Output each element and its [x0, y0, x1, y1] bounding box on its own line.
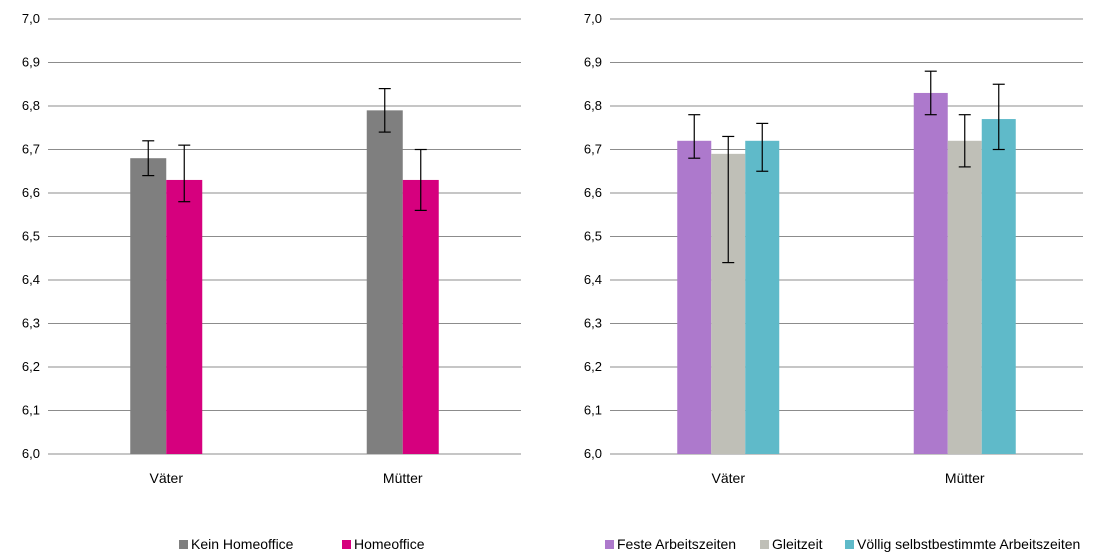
legend-label: Völlig selbstbestimmte Arbeitszeiten [857, 536, 1080, 552]
bar [913, 92, 948, 454]
y-tick-label: 6,5 [584, 229, 602, 244]
bar [745, 140, 780, 455]
bar [981, 119, 1016, 455]
x-tick-label: Väter [712, 470, 746, 486]
legend-label: Feste Arbeitszeiten [617, 536, 736, 552]
y-tick-label: 6,5 [22, 229, 40, 244]
chart-1: 6,0 6,1 6,2 6,3 6,4 6,5 6,6 6,7 6,8 6,9 7,0 Väter Mü… [22, 11, 521, 552]
bar [402, 179, 439, 454]
y-tick-label: 6,2 [22, 359, 40, 374]
y-tick-label: 6,0 [22, 446, 40, 461]
y-tick-label: 6,3 [584, 316, 602, 331]
y-tick-label: 6,8 [584, 98, 602, 113]
legend-swatch [845, 540, 854, 549]
y-tick-label: 6,9 [22, 55, 40, 70]
y-tick-label: 6,7 [22, 142, 40, 157]
chart-2: 6,0 6,1 6,2 6,3 6,4 6,5 6,6 6,7 6,8 6,9 7,0 Väter Mü… [584, 11, 1083, 552]
y-tick-label: 6,4 [584, 272, 602, 287]
legend-swatch [760, 540, 769, 549]
y-tick-label: 6,3 [22, 316, 40, 331]
y-tick-label: 7,0 [22, 11, 40, 26]
bar [166, 179, 203, 454]
x-tick-label: Väter [150, 470, 184, 486]
legend-label: Homeoffice [354, 536, 425, 552]
y-tick-label: 6,1 [584, 403, 602, 418]
y-tick-label: 6,2 [584, 359, 602, 374]
y-tick-label: 6,9 [584, 55, 602, 70]
x-tick-label: Mütter [383, 470, 423, 486]
legend-swatch [342, 540, 351, 549]
y-tick-label: 6,8 [22, 98, 40, 113]
y-tick-label: 6,4 [22, 272, 40, 287]
x-tick-label: Mütter [945, 470, 985, 486]
legend-swatch [179, 540, 188, 549]
legend-swatch [605, 540, 614, 549]
bar [947, 140, 982, 455]
bar [366, 110, 403, 454]
y-tick-label: 6,6 [22, 185, 40, 200]
y-tick-label: 6,7 [584, 142, 602, 157]
y-tick-label: 6,0 [584, 446, 602, 461]
legend-label: Kein Homeoffice [191, 536, 294, 552]
y-tick-label: 7,0 [584, 11, 602, 26]
legend-label: Gleitzeit [772, 536, 823, 552]
bar [677, 140, 712, 455]
y-tick-label: 6,6 [584, 185, 602, 200]
bar [130, 158, 167, 454]
y-tick-label: 6,1 [22, 403, 40, 418]
